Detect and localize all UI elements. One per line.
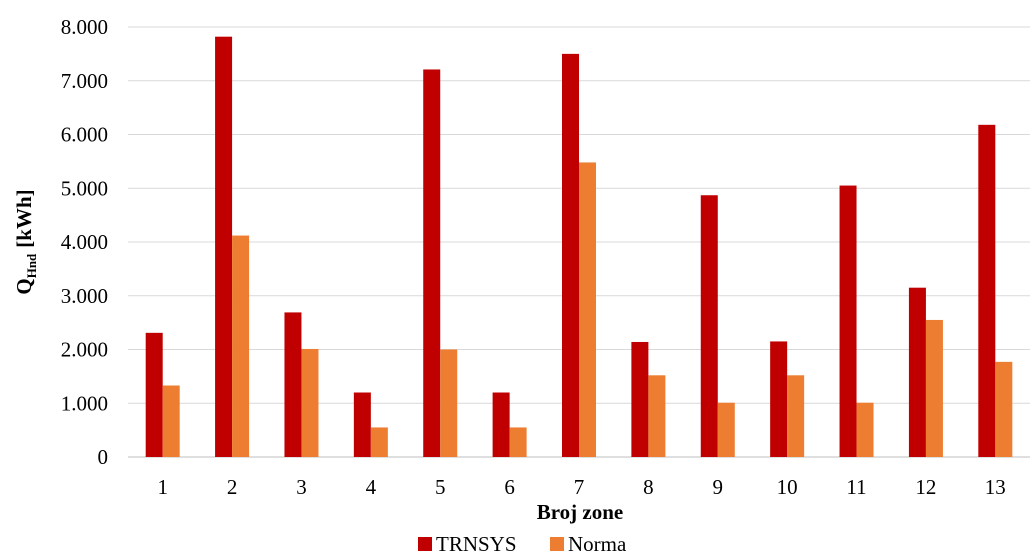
legend: TRNSYS Norma bbox=[418, 532, 627, 555]
x-tick-label: 11 bbox=[846, 475, 866, 499]
bar-trnsys-4 bbox=[353, 392, 371, 457]
x-tick-label: 10 bbox=[777, 475, 798, 499]
bars bbox=[145, 36, 1013, 458]
y-tick-label: 8.000 bbox=[61, 15, 108, 39]
bar-norma-13 bbox=[995, 361, 1013, 457]
bar-norma-3 bbox=[301, 348, 319, 457]
bar-norma-6 bbox=[509, 427, 527, 457]
x-tick-label: 13 bbox=[985, 475, 1006, 499]
bar-trnsys-10 bbox=[770, 341, 788, 457]
x-axis-title: Broj zone bbox=[537, 500, 624, 524]
legend-swatch-trnsys bbox=[418, 537, 432, 551]
legend-label-norma: Norma bbox=[568, 532, 627, 555]
y-tick-label: 5.000 bbox=[61, 176, 108, 200]
y-axis-title-main: Q bbox=[12, 278, 36, 294]
y-tick-label: 7.000 bbox=[61, 69, 108, 93]
bar-trnsys-5 bbox=[423, 69, 441, 458]
x-tick-label: 5 bbox=[435, 475, 446, 499]
y-tick-label: 6.000 bbox=[61, 123, 108, 147]
y-tick-label: 2.000 bbox=[61, 338, 108, 362]
y-tick-label: 3.000 bbox=[61, 284, 108, 308]
x-tick-label: 8 bbox=[643, 475, 654, 499]
bar-trnsys-6 bbox=[492, 392, 510, 457]
y-tick-label: 0 bbox=[98, 445, 109, 469]
bar-norma-7 bbox=[579, 162, 596, 457]
bar-trnsys-12 bbox=[908, 287, 926, 457]
y-tick-label: 1.000 bbox=[61, 391, 108, 415]
bar-trnsys-3 bbox=[284, 312, 302, 457]
x-axis-ticks: 1 2 3 4 5 6 7 8 9 10 11 12 13 bbox=[157, 475, 1005, 499]
bar-trnsys-13 bbox=[978, 124, 996, 457]
bar-trnsys-7 bbox=[562, 53, 579, 457]
bar-norma-4 bbox=[370, 427, 388, 457]
x-tick-label: 3 bbox=[296, 475, 307, 499]
bar-norma-9 bbox=[717, 402, 735, 457]
x-tick-label: 7 bbox=[574, 475, 585, 499]
bar-norma-2 bbox=[232, 235, 250, 457]
x-tick-label: 9 bbox=[713, 475, 724, 499]
bar-norma-5 bbox=[440, 349, 458, 457]
y-axis-title: QHnd [kWh] bbox=[12, 189, 39, 294]
x-tick-label: 2 bbox=[227, 475, 238, 499]
y-axis-title-unit: [kWh] bbox=[12, 189, 36, 247]
x-tick-label: 6 bbox=[504, 475, 515, 499]
bar-norma-11 bbox=[856, 402, 874, 457]
bar-norma-10 bbox=[787, 375, 805, 457]
bar-trnsys-9 bbox=[700, 195, 718, 458]
bar-trnsys-11 bbox=[839, 185, 857, 457]
bar-norma-8 bbox=[648, 375, 666, 457]
x-tick-label: 12 bbox=[915, 475, 936, 499]
y-tick-label: 4.000 bbox=[61, 230, 108, 254]
x-tick-label: 4 bbox=[366, 475, 377, 499]
bar-norma-1 bbox=[162, 385, 180, 457]
bar-trnsys-8 bbox=[631, 341, 649, 457]
bar-trnsys-1 bbox=[145, 332, 163, 457]
x-tick-label: 1 bbox=[157, 475, 168, 499]
y-axis-ticks: 0 1.000 2.000 3.000 4.000 5.000 6.000 7.000 8.00… bbox=[61, 15, 108, 469]
bar-trnsys-2 bbox=[215, 36, 233, 458]
legend-label-trnsys: TRNSYS bbox=[436, 532, 517, 555]
bar-norma-12 bbox=[925, 319, 943, 457]
legend-swatch-norma bbox=[550, 537, 564, 551]
y-axis-title-subscript: Hnd bbox=[24, 253, 39, 278]
